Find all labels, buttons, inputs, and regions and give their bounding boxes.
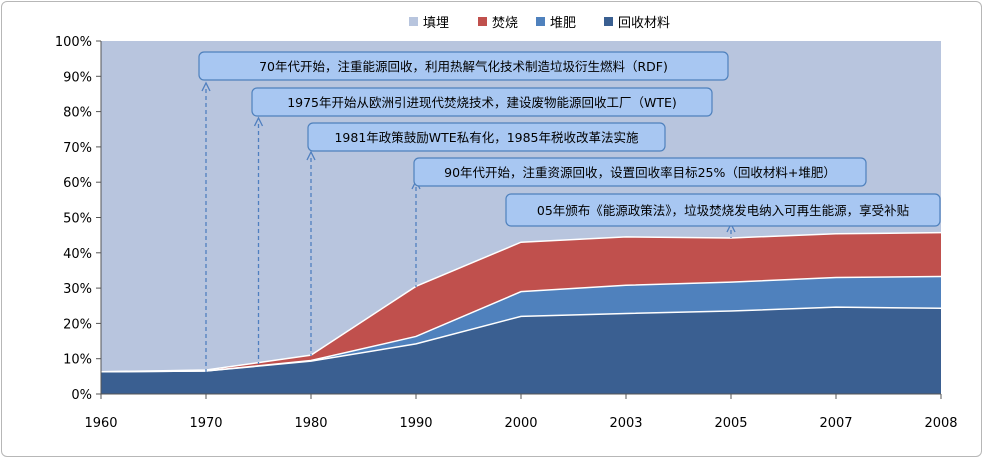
annotation-text: 70年代开始，注重能源回收，利用热解气化技术制造垃圾衍生燃料（RDF): [259, 59, 668, 74]
y-tick-label: 0%: [71, 388, 92, 403]
annotation-callout: 1975年开始从欧洲引进现代焚烧技术，建设废物能源回收工厂（WTE): [251, 87, 713, 364]
annotation-text: 05年颁布《能源政策法》，垃圾焚烧发电纳入可再生能源，享受补贴: [537, 203, 909, 218]
boundary-堆肥: [100, 275, 942, 373]
y-tick-label: 100%: [55, 35, 92, 50]
x-tick-label: 1990: [399, 416, 432, 431]
annotation-callout: 70年代开始，注重能源回收，利用热解气化技术制造垃圾衍生燃料（RDF): [198, 51, 729, 372]
area-焚烧: [101, 232, 941, 372]
legend-label: 填埋: [423, 16, 449, 31]
legend-label: 焚烧: [492, 16, 518, 31]
area-堆肥: [101, 276, 941, 372]
legend-label: 回收材料: [618, 16, 670, 31]
y-axis: 0% 10% 20% 30% 40% 50% 60% 70% 80% 90% 100%: [55, 35, 102, 403]
x-tick-label: 1970: [189, 416, 222, 431]
annotation-box: [198, 51, 729, 81]
boundary-焚烧: [100, 231, 942, 373]
legend-label: 堆肥: [550, 16, 576, 31]
y-tick-label: 90%: [63, 70, 92, 85]
annotation-box: [307, 122, 666, 152]
x-tick-label: 2007: [819, 416, 852, 431]
x-tick-label: 1980: [294, 416, 327, 431]
annotation-callout: 05年颁布《能源政策法》，垃圾焚烧发电纳入可再生能源，享受补贴: [505, 193, 941, 238]
x-tick-label: 2005: [714, 416, 747, 431]
annotation-box: [413, 157, 867, 187]
annotation-arrowhead: [201, 81, 211, 92]
annotation-callout: 1981年政策鼓励WTE私有化，1985年税收改革法实施: [306, 122, 666, 356]
legend-swatch: [536, 17, 545, 26]
annotation-box: [251, 87, 713, 117]
y-tick-label: 60%: [63, 176, 92, 191]
y-tick-label: 70%: [63, 141, 92, 156]
y-tick-label: 80%: [63, 106, 92, 121]
annotation-text: 1981年政策鼓励WTE私有化，1985年税收改革法实施: [334, 130, 639, 145]
y-tick-label: 30%: [63, 282, 92, 297]
x-tick-label: 2003: [609, 416, 642, 431]
y-tick-label: 20%: [63, 317, 92, 332]
annotation-callout: 90年代开始，注重资源回收，设置回收率目标25%（回收材料+堆肥）: [411, 157, 867, 287]
x-tick-label: 1960: [84, 416, 117, 431]
legend-swatch: [409, 17, 418, 26]
annotation-text: 1975年开始从欧洲引进现代焚烧技术，建设废物能源回收工厂（WTE): [287, 95, 677, 110]
y-tick-label: 40%: [63, 247, 92, 262]
legend-swatch: [478, 17, 487, 26]
y-tick-label: 50%: [63, 212, 92, 227]
annotation-box: [505, 193, 941, 227]
x-axis: 1960 1970 1980 1990 2000 2003 2005 2007 2008: [84, 393, 958, 431]
x-tick-label: 2000: [504, 416, 537, 431]
x-tick-label: 2008: [924, 416, 957, 431]
annotations: 70年代开始，注重能源回收，利用热解气化技术制造垃圾衍生燃料（RDF) 1975年…: [198, 51, 941, 372]
annotation-arrowhead: [306, 150, 316, 161]
y-tick-label: 10%: [63, 353, 92, 368]
annotation-text: 90年代开始，注重资源回收，设置回收率目标25%（回收材料+堆肥）: [444, 165, 836, 180]
legend-swatch: [604, 17, 613, 26]
annotation-arrowhead: [253, 116, 264, 127]
area-回收材料: [101, 307, 941, 394]
legend: 填埋 焚烧 堆肥 回收材料: [409, 16, 670, 31]
